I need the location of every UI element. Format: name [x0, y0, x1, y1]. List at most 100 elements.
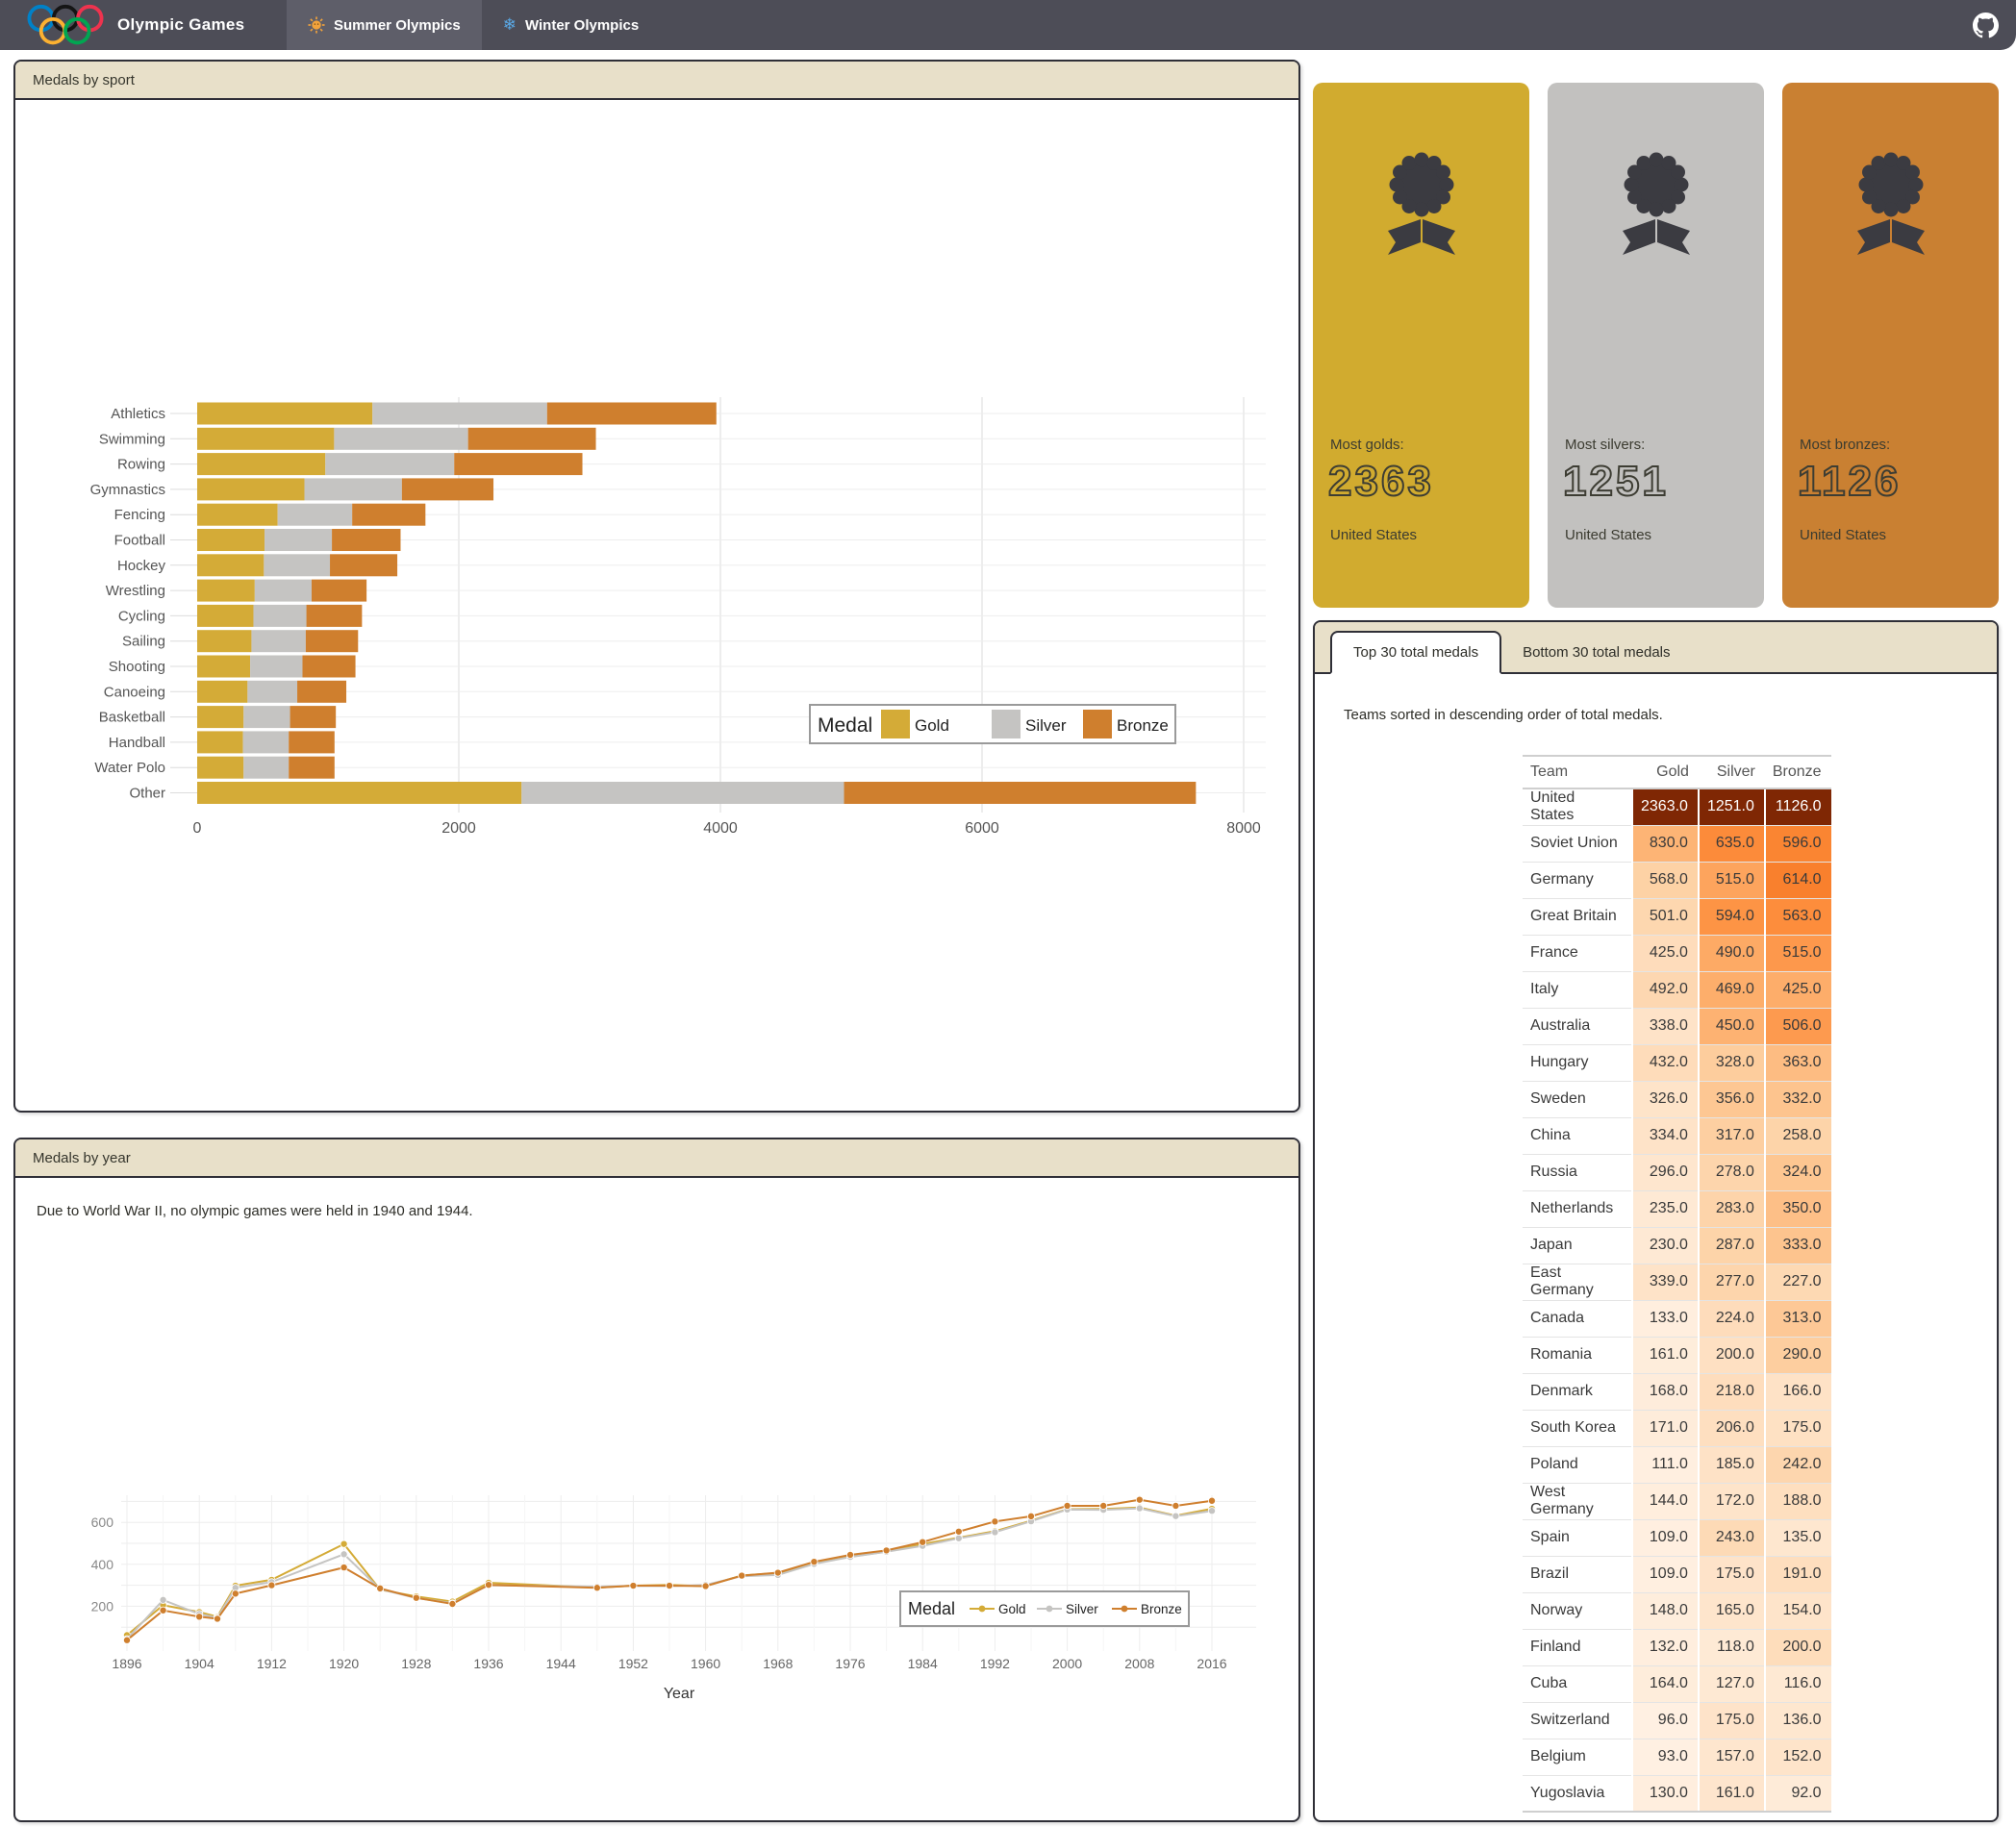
medal-count-cell: 515.0	[1763, 935, 1831, 972]
point-bronze	[738, 1571, 746, 1580]
bar-segment-gold	[197, 453, 326, 476]
x-tick-label: 8000	[1226, 820, 1261, 837]
col-bronze: Bronze	[1764, 756, 1831, 789]
medal-count-cell: 111.0	[1631, 1446, 1699, 1484]
card-team: United States	[1330, 527, 1418, 543]
github-icon[interactable]	[1973, 13, 1999, 38]
legend-label: Silver	[1025, 716, 1067, 735]
y-tick-label: 600	[91, 1514, 114, 1530]
medal-count-cell: 614.0	[1763, 862, 1831, 899]
point-bronze	[666, 1582, 674, 1590]
navbar-tabs: Summer Olympics ❄ Winter Olympics	[287, 0, 660, 50]
medal-count-cell: 171.0	[1631, 1410, 1699, 1447]
table-row: Soviet Union 830.0 635.0 596.0	[1523, 825, 1831, 863]
medal-count-cell: 635.0	[1697, 825, 1765, 863]
bar-segment-bronze	[546, 402, 717, 425]
x-tick-label: 4000	[703, 820, 738, 837]
team-cell: Hungary	[1523, 1044, 1632, 1082]
card-team: United States	[1565, 527, 1652, 543]
medal-count-cell: 317.0	[1697, 1117, 1765, 1155]
medal-count-cell: 130.0	[1631, 1775, 1699, 1813]
table-row: Japan 230.0 287.0 333.0	[1523, 1227, 1831, 1264]
bar-segment-gold	[197, 402, 373, 425]
team-cell: Russia	[1523, 1154, 1632, 1191]
bar-category-label: Shooting	[109, 659, 165, 675]
point-bronze	[629, 1582, 638, 1590]
bar-segment-gold	[197, 756, 244, 779]
snowflake-icon: ❄	[502, 15, 517, 35]
medal-count-cell: 277.0	[1697, 1264, 1765, 1301]
medal-count-cell: 118.0	[1697, 1629, 1765, 1666]
bar-segment-silver	[521, 782, 844, 804]
legend-swatch-gold	[881, 710, 910, 738]
medals-by-year-title: Medals by year	[15, 1139, 1298, 1178]
medal-ribbon-icon	[1856, 152, 1925, 255]
medals-table: Team Gold Silver Bronze United States 236…	[1523, 755, 1831, 1813]
table-row: Denmark 168.0 218.0 166.0	[1523, 1373, 1831, 1411]
tab-winter-olympics[interactable]: ❄ Winter Olympics	[482, 0, 660, 50]
card-label: Most golds:	[1330, 437, 1404, 453]
line-grid	[121, 1495, 1256, 1651]
table-row: Norway 148.0 165.0 154.0	[1523, 1592, 1831, 1630]
team-cell: Canada	[1523, 1300, 1632, 1338]
medal-count-cell: 109.0	[1631, 1556, 1699, 1593]
medal-count-cell: 144.0	[1631, 1483, 1699, 1520]
medal-count-cell: 172.0	[1697, 1483, 1765, 1520]
sun-icon	[308, 16, 325, 34]
medal-count-cell: 363.0	[1763, 1044, 1831, 1082]
team-cell: Soviet Union	[1523, 825, 1632, 863]
medal-count-cell: 116.0	[1763, 1665, 1831, 1703]
team-cell: Belgium	[1523, 1739, 1632, 1776]
tab-summer-olympics[interactable]: Summer Olympics	[287, 0, 482, 50]
legend-dot-gold	[978, 1605, 986, 1613]
bar-segment-bronze	[401, 478, 494, 501]
medal-count-cell: 339.0	[1631, 1264, 1699, 1301]
bar-segment-gold	[197, 478, 305, 501]
table-row: West Germany 144.0 172.0 188.0	[1523, 1483, 1831, 1520]
medal-count-cell: 227.0	[1763, 1264, 1831, 1301]
tab-bottom-30[interactable]: Bottom 30 total medals	[1523, 644, 1671, 661]
medal-count-cell: 168.0	[1631, 1373, 1699, 1411]
table-row: South Korea 171.0 206.0 175.0	[1523, 1410, 1831, 1447]
total-medals-panel: Top 30 total medals Bottom 30 total meda…	[1313, 620, 1999, 1822]
y-tick-label: 400	[91, 1557, 114, 1572]
bar-segment-silver	[243, 706, 290, 729]
point-bronze	[810, 1558, 819, 1566]
tab-top-30[interactable]: Top 30 total medals	[1330, 631, 1502, 674]
table-row: United States 2363.0 1251.0 1126.0	[1523, 788, 1831, 826]
point-bronze	[773, 1568, 782, 1577]
bar-segment-gold	[197, 529, 265, 551]
line-chart-legend: Medal Gold Silver Bronze	[899, 1590, 1190, 1627]
team-cell: Poland	[1523, 1446, 1632, 1484]
medals-by-sport-chart: 0 2000 4000 6000 8000 Athletics Swimming Rowing…	[90, 397, 1266, 837]
medal-count-cell: 191.0	[1763, 1556, 1831, 1593]
bar-segment-silver	[325, 453, 455, 476]
medal-count-cell: 165.0	[1697, 1592, 1765, 1630]
medal-count-cell: 338.0	[1631, 1008, 1699, 1045]
point-bronze	[159, 1606, 167, 1614]
medal-count-cell: 356.0	[1697, 1081, 1765, 1118]
point-bronze	[1063, 1501, 1071, 1510]
medal-count-cell: 332.0	[1763, 1081, 1831, 1118]
point-bronze	[231, 1589, 239, 1598]
medal-count-cell: 148.0	[1631, 1592, 1699, 1630]
bar-segment-bronze	[290, 706, 337, 729]
team-cell: Spain	[1523, 1519, 1632, 1557]
table-row: Spain 109.0 243.0 135.0	[1523, 1519, 1831, 1557]
bar-segment-gold	[197, 503, 278, 526]
bar-category-label: Fencing	[114, 507, 165, 523]
x-tick-label: 2008	[1124, 1656, 1154, 1671]
medal-count-cell: 166.0	[1763, 1373, 1831, 1411]
bar-segment-bronze	[302, 655, 356, 678]
medal-count-cell: 175.0	[1763, 1410, 1831, 1447]
bar-segment-gold	[197, 655, 251, 678]
bar-category-label: Swimming	[99, 431, 165, 447]
team-cell: Romania	[1523, 1337, 1632, 1374]
medal-count-cell: 568.0	[1631, 862, 1699, 899]
card-value: 1251	[1562, 457, 1669, 506]
bar-segment-silver	[277, 503, 353, 526]
medal-count-cell: 425.0	[1631, 935, 1699, 972]
bar-category-label: Gymnastics	[90, 482, 165, 498]
bar-category-label: Sailing	[122, 634, 165, 650]
x-tick-label: 2000	[1052, 1656, 1082, 1671]
